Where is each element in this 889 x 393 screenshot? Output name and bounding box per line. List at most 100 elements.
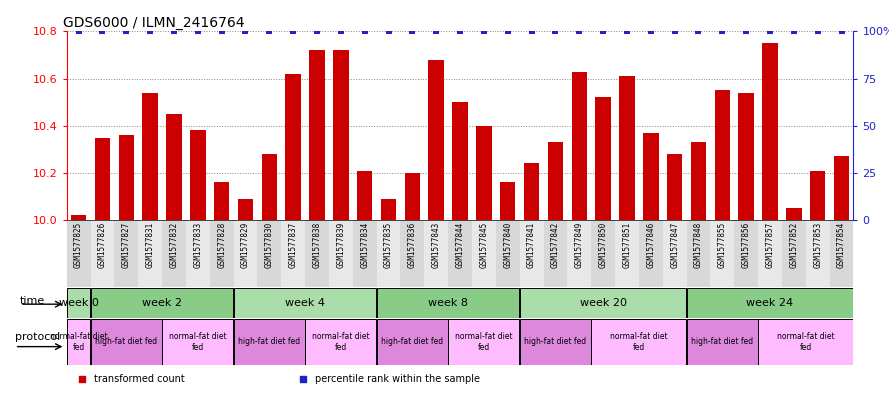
Point <box>310 28 324 35</box>
Bar <box>591 220 615 287</box>
Bar <box>377 319 448 365</box>
Bar <box>567 220 591 287</box>
Text: normal-fat diet
fed: normal-fat diet fed <box>610 332 668 352</box>
Point <box>644 28 658 35</box>
Bar <box>261 154 277 220</box>
Bar <box>91 220 115 287</box>
Point <box>811 28 825 35</box>
Text: GSM1577850: GSM1577850 <box>598 222 607 268</box>
Bar <box>404 173 420 220</box>
Bar <box>234 288 376 318</box>
Bar <box>258 220 281 287</box>
Text: GDS6000 / ILMN_2416764: GDS6000 / ILMN_2416764 <box>63 17 244 30</box>
Bar <box>520 220 543 287</box>
Bar <box>686 288 853 318</box>
Point <box>214 28 228 35</box>
Text: week 2: week 2 <box>142 298 182 308</box>
Point <box>262 28 276 35</box>
Point <box>119 28 133 35</box>
Text: week 0: week 0 <box>59 298 99 308</box>
Text: GSM1577829: GSM1577829 <box>241 222 250 268</box>
Point <box>835 28 849 35</box>
Bar <box>520 288 686 318</box>
Text: GSM1577845: GSM1577845 <box>479 222 488 268</box>
Bar <box>115 220 138 287</box>
Text: week 20: week 20 <box>580 298 627 308</box>
Bar <box>448 319 519 365</box>
Bar <box>734 220 758 287</box>
Text: GSM1577857: GSM1577857 <box>765 222 774 268</box>
Bar <box>162 220 186 287</box>
Text: normal-fat diet
fed: normal-fat diet fed <box>169 332 227 352</box>
Text: normal-fat diet
fed: normal-fat diet fed <box>455 332 513 352</box>
Bar <box>477 126 492 220</box>
Text: GSM1577825: GSM1577825 <box>74 222 83 268</box>
Text: GSM1577848: GSM1577848 <box>694 222 703 268</box>
Bar <box>805 220 829 287</box>
Text: GSM1577834: GSM1577834 <box>360 222 369 268</box>
Point <box>716 28 730 35</box>
Bar <box>620 76 635 220</box>
Bar <box>667 154 683 220</box>
Text: high-fat diet fed: high-fat diet fed <box>692 338 753 346</box>
Point <box>692 28 706 35</box>
Bar <box>572 72 587 220</box>
Text: GSM1577847: GSM1577847 <box>670 222 679 268</box>
Bar <box>715 90 730 220</box>
Text: normal-fat diet
fed: normal-fat diet fed <box>50 332 108 352</box>
Bar <box>520 319 590 365</box>
Text: GSM1577831: GSM1577831 <box>146 222 155 268</box>
Bar <box>234 220 258 287</box>
Bar <box>428 60 444 220</box>
Bar <box>333 50 348 220</box>
Text: GSM1577833: GSM1577833 <box>193 222 203 268</box>
Point <box>453 28 468 35</box>
Text: transformed count: transformed count <box>94 374 185 384</box>
Point <box>596 251 610 257</box>
Bar <box>662 220 686 287</box>
Text: GSM1577842: GSM1577842 <box>551 222 560 268</box>
Bar <box>448 220 472 287</box>
Bar <box>377 288 519 318</box>
Bar <box>237 199 253 220</box>
Bar <box>305 319 376 365</box>
Point <box>620 28 634 35</box>
Text: GSM1577856: GSM1577856 <box>741 222 750 268</box>
Bar <box>234 319 305 365</box>
Bar <box>691 142 706 220</box>
Text: GSM1577854: GSM1577854 <box>837 222 846 268</box>
Bar <box>524 163 540 220</box>
Text: high-fat diet fed: high-fat diet fed <box>525 338 587 346</box>
Text: GSM1577843: GSM1577843 <box>432 222 441 268</box>
Bar <box>91 288 233 318</box>
Bar <box>210 220 234 287</box>
Bar <box>353 220 377 287</box>
Point <box>71 28 85 35</box>
Bar <box>67 220 91 287</box>
Point <box>573 28 587 35</box>
Text: GSM1577840: GSM1577840 <box>503 222 512 268</box>
Point <box>501 28 515 35</box>
Text: GSM1577839: GSM1577839 <box>336 222 345 268</box>
Text: high-fat diet fed: high-fat diet fed <box>95 338 157 346</box>
Bar <box>739 93 754 220</box>
Bar <box>357 171 372 220</box>
Text: GSM1577846: GSM1577846 <box>646 222 655 268</box>
Bar <box>615 220 639 287</box>
Text: GSM1577826: GSM1577826 <box>98 222 107 268</box>
Text: high-fat diet fed: high-fat diet fed <box>381 338 444 346</box>
Text: GSM1577841: GSM1577841 <box>527 222 536 268</box>
Bar <box>472 220 496 287</box>
Text: normal-fat diet
fed: normal-fat diet fed <box>777 332 835 352</box>
Bar <box>162 319 233 365</box>
Point <box>381 28 396 35</box>
Bar <box>329 220 353 287</box>
Point <box>143 28 157 35</box>
Point <box>95 28 109 35</box>
Point <box>167 28 181 35</box>
Text: GSM1577837: GSM1577837 <box>289 222 298 268</box>
Bar <box>400 220 424 287</box>
Text: GSM1577828: GSM1577828 <box>217 222 226 268</box>
Bar <box>67 319 90 365</box>
Bar <box>166 114 181 220</box>
